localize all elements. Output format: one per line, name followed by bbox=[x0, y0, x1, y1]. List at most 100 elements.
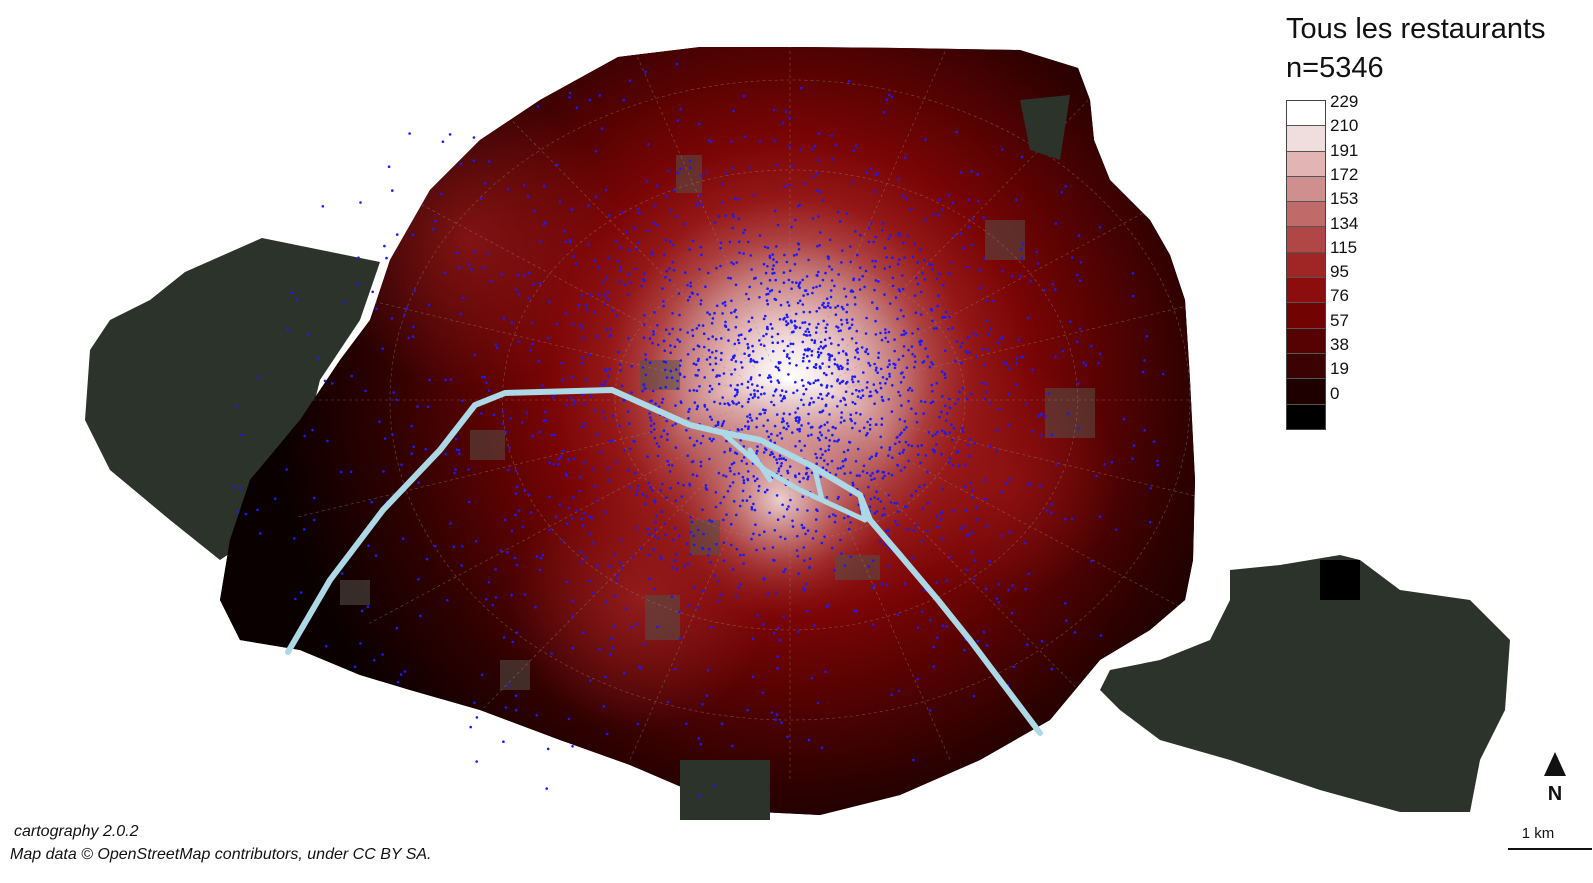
restaurant-point bbox=[578, 475, 582, 479]
restaurant-point bbox=[752, 532, 755, 536]
restaurant-point bbox=[786, 315, 789, 319]
restaurant-point bbox=[791, 342, 795, 346]
restaurant-point bbox=[812, 365, 816, 369]
restaurant-point bbox=[678, 373, 682, 376]
restaurant-point bbox=[698, 268, 701, 271]
restaurant-point bbox=[793, 319, 797, 323]
restaurant-point bbox=[564, 472, 568, 476]
restaurant-point bbox=[470, 268, 474, 272]
restaurant-point bbox=[819, 231, 822, 234]
restaurant-point bbox=[798, 427, 801, 431]
restaurant-point bbox=[776, 223, 780, 227]
restaurant-point bbox=[830, 268, 834, 271]
restaurant-point bbox=[564, 240, 567, 244]
restaurant-point bbox=[719, 264, 722, 268]
restaurant-point bbox=[1079, 261, 1083, 264]
restaurant-point bbox=[721, 312, 724, 315]
restaurant-point bbox=[665, 419, 668, 423]
restaurant-point bbox=[640, 284, 643, 288]
restaurant-point bbox=[750, 537, 753, 541]
restaurant-point bbox=[569, 396, 573, 399]
restaurant-point bbox=[887, 330, 891, 334]
restaurant-point bbox=[618, 424, 621, 428]
restaurant-point bbox=[641, 492, 645, 496]
restaurant-point bbox=[515, 288, 518, 291]
restaurant-point bbox=[840, 305, 844, 309]
restaurant-point bbox=[746, 342, 749, 346]
restaurant-point bbox=[606, 297, 609, 301]
restaurant-point bbox=[746, 708, 749, 712]
restaurant-point bbox=[819, 456, 823, 460]
restaurant-point bbox=[657, 445, 661, 448]
restaurant-point bbox=[566, 522, 569, 526]
restaurant-point bbox=[526, 195, 530, 198]
restaurant-point bbox=[896, 523, 899, 526]
restaurant-point bbox=[1090, 559, 1093, 563]
restaurant-point bbox=[340, 572, 344, 575]
restaurant-point bbox=[916, 626, 920, 629]
restaurant-point bbox=[556, 163, 559, 167]
restaurant-point bbox=[806, 347, 810, 351]
legend-swatch bbox=[1287, 403, 1325, 429]
restaurant-point bbox=[720, 351, 723, 355]
restaurant-point bbox=[776, 667, 779, 670]
restaurant-point bbox=[581, 336, 585, 340]
restaurant-point bbox=[798, 326, 802, 330]
restaurant-point bbox=[800, 378, 804, 382]
restaurant-point bbox=[973, 559, 977, 562]
restaurant-point bbox=[852, 278, 855, 282]
restaurant-point bbox=[628, 248, 631, 252]
restaurant-point bbox=[746, 415, 749, 418]
restaurant-point bbox=[416, 405, 419, 408]
restaurant-point bbox=[613, 553, 616, 556]
restaurant-point bbox=[392, 391, 396, 394]
restaurant-point bbox=[596, 433, 599, 436]
restaurant-point bbox=[796, 301, 800, 305]
restaurant-point bbox=[707, 348, 711, 352]
restaurant-point bbox=[855, 411, 858, 415]
restaurant-point bbox=[889, 501, 893, 504]
legend-count: n=5346 bbox=[1286, 52, 1384, 84]
restaurant-point bbox=[782, 412, 786, 415]
restaurant-point bbox=[742, 481, 746, 485]
restaurant-point bbox=[729, 469, 732, 473]
restaurant-point bbox=[944, 376, 947, 380]
restaurant-point bbox=[514, 513, 517, 517]
restaurant-point bbox=[580, 561, 583, 564]
restaurant-point bbox=[966, 444, 970, 447]
restaurant-point bbox=[843, 287, 846, 291]
restaurant-point bbox=[455, 251, 459, 254]
restaurant-point bbox=[860, 346, 864, 349]
restaurant-point bbox=[784, 458, 788, 462]
restaurant-point bbox=[939, 518, 943, 522]
restaurant-point bbox=[735, 402, 738, 406]
restaurant-point bbox=[751, 350, 755, 353]
restaurant-point bbox=[948, 457, 952, 460]
restaurant-point bbox=[1001, 148, 1004, 151]
restaurant-point bbox=[634, 493, 638, 497]
restaurant-point bbox=[411, 335, 415, 338]
restaurant-point bbox=[804, 387, 808, 391]
restaurant-point bbox=[691, 473, 695, 476]
restaurant-point bbox=[1098, 515, 1102, 518]
restaurant-point bbox=[896, 463, 899, 467]
restaurant-point bbox=[829, 354, 832, 357]
restaurant-point bbox=[873, 362, 876, 366]
restaurant-point bbox=[618, 561, 622, 564]
restaurant-point bbox=[940, 510, 944, 514]
restaurant-point bbox=[1021, 242, 1025, 245]
restaurant-point bbox=[444, 378, 447, 382]
restaurant-point bbox=[810, 433, 813, 437]
restaurant-point bbox=[980, 381, 984, 385]
restaurant-point bbox=[455, 448, 459, 452]
restaurant-point bbox=[651, 251, 654, 254]
restaurant-point bbox=[762, 334, 765, 338]
restaurant-point bbox=[698, 194, 702, 198]
restaurant-point bbox=[729, 277, 732, 280]
restaurant-point bbox=[1066, 412, 1070, 415]
restaurant-point bbox=[1099, 634, 1103, 637]
restaurant-point bbox=[951, 463, 955, 467]
restaurant-point bbox=[951, 326, 954, 330]
restaurant-point bbox=[1047, 392, 1051, 395]
restaurant-point bbox=[582, 461, 586, 465]
